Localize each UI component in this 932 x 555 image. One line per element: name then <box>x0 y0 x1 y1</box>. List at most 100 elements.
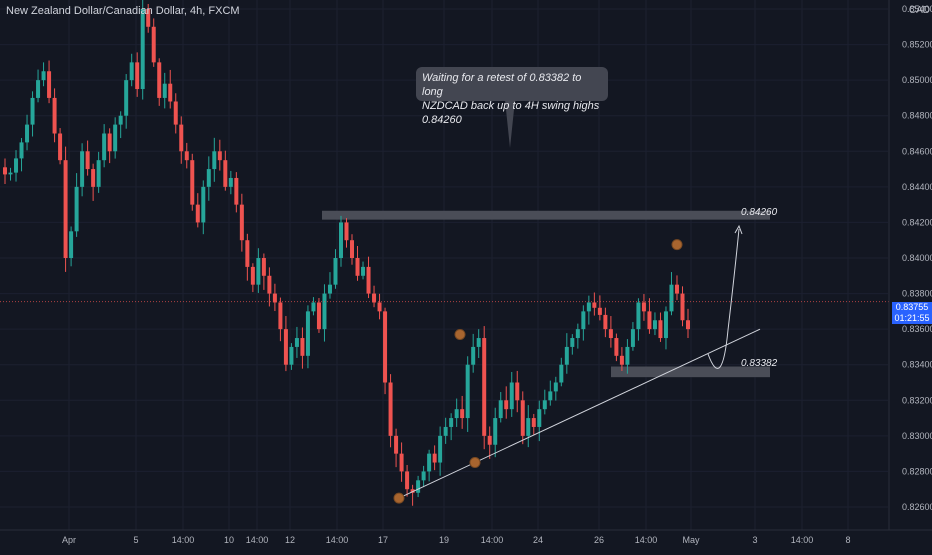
candle-body <box>135 62 140 90</box>
candle-body <box>151 26 156 63</box>
candle-body <box>190 160 195 205</box>
x-tick-label: 24 <box>533 535 543 545</box>
y-tick-label: 0.84200 <box>902 217 932 227</box>
candle-body <box>212 151 217 170</box>
candle-layer <box>3 0 690 506</box>
candle-body <box>460 409 465 419</box>
x-tick-label: May <box>682 535 700 545</box>
candle-body <box>333 258 338 285</box>
candle-body <box>564 346 569 365</box>
resistance-zone <box>322 210 770 220</box>
x-tick-label: 14:00 <box>635 535 658 545</box>
candle-body <box>107 133 112 152</box>
candle-body <box>283 329 288 365</box>
candle-body <box>36 80 41 98</box>
resistance-level-label: 0.84260 <box>741 207 778 218</box>
candle-body <box>366 266 371 294</box>
candle-body <box>575 329 580 339</box>
candle-body <box>124 80 129 116</box>
swing-marker <box>469 457 481 469</box>
candle-body <box>234 177 239 205</box>
candle-body <box>179 124 184 152</box>
x-tick-label: 26 <box>594 535 604 545</box>
candle-body <box>245 240 250 267</box>
candle-body <box>509 382 514 410</box>
candle-body <box>526 418 531 436</box>
candle-body <box>350 240 355 258</box>
candle-body <box>267 275 272 294</box>
candle-body <box>619 355 624 365</box>
candle-body <box>206 169 211 187</box>
candle-body <box>113 124 118 152</box>
candle-body <box>553 382 558 392</box>
annotation-callout[interactable]: Waiting for a retest of 0.83382 to long … <box>416 67 608 126</box>
candle-body <box>256 258 261 285</box>
candle-body <box>570 338 575 347</box>
candle-body <box>102 133 107 161</box>
candle-body <box>69 231 74 258</box>
candle-body <box>377 302 382 312</box>
current-price-value: 0.83755 <box>895 302 929 312</box>
candle-body <box>674 284 679 294</box>
candle-body <box>603 314 608 330</box>
candle-body <box>476 338 481 347</box>
candle-body <box>454 409 459 419</box>
x-tick-label: 19 <box>439 535 449 545</box>
candle-body <box>416 480 421 493</box>
x-tick-label: 14:00 <box>246 535 269 545</box>
y-tick-label: 0.84400 <box>902 182 932 192</box>
candle-body <box>581 311 586 330</box>
candle-body <box>465 364 470 419</box>
candle-body <box>85 151 90 170</box>
support-level-label: 0.83382 <box>741 358 778 369</box>
candle-body <box>394 435 399 454</box>
swing-marker <box>454 328 466 340</box>
candle-body <box>300 338 305 356</box>
candle-body <box>493 418 498 445</box>
candle-body <box>162 83 167 98</box>
candle-body <box>471 346 476 365</box>
candle-body <box>201 186 206 223</box>
candle-body <box>421 471 426 481</box>
candle-body <box>140 9 145 90</box>
symbol-title: New Zealand Dollar/Canadian Dollar, 4h, … <box>6 5 240 17</box>
candle-body <box>388 382 393 436</box>
candle-body <box>25 124 30 143</box>
candle-body <box>129 62 134 81</box>
candle-body <box>278 302 283 330</box>
candle-body <box>658 320 663 339</box>
candle-body <box>30 97 35 125</box>
y-tick-label: 0.85400 <box>902 4 932 14</box>
candle-body <box>305 311 310 356</box>
candle-body <box>118 115 123 125</box>
candle-body <box>597 307 602 315</box>
y-tick-label: 0.84600 <box>902 146 932 156</box>
candle-body <box>195 204 200 223</box>
candle-body <box>663 311 668 339</box>
candle-body <box>96 160 101 187</box>
candle-body <box>217 151 222 161</box>
candle-body <box>614 338 619 356</box>
candle-body <box>80 151 85 187</box>
candle-body <box>316 302 321 330</box>
candle-body <box>641 302 646 312</box>
candle-body <box>146 9 151 27</box>
x-tick-label: 5 <box>133 535 138 545</box>
y-tick-label: 0.83600 <box>902 324 932 334</box>
candle-body <box>168 83 173 102</box>
projection-arrowhead <box>734 224 743 235</box>
x-tick-label: 3 <box>752 535 757 545</box>
callout-line-2: NZDCAD back up to 4H swing highs 0.84260 <box>422 100 600 126</box>
candle-body <box>184 151 189 161</box>
candle-body <box>608 329 613 339</box>
x-tick-label: Apr <box>62 535 76 545</box>
candle-body <box>355 258 360 276</box>
candle-body <box>686 320 690 330</box>
x-tick-label: 17 <box>378 535 388 545</box>
x-tick-label: 14:00 <box>791 535 814 545</box>
candle-body <box>91 169 96 187</box>
candle-body <box>3 167 7 175</box>
